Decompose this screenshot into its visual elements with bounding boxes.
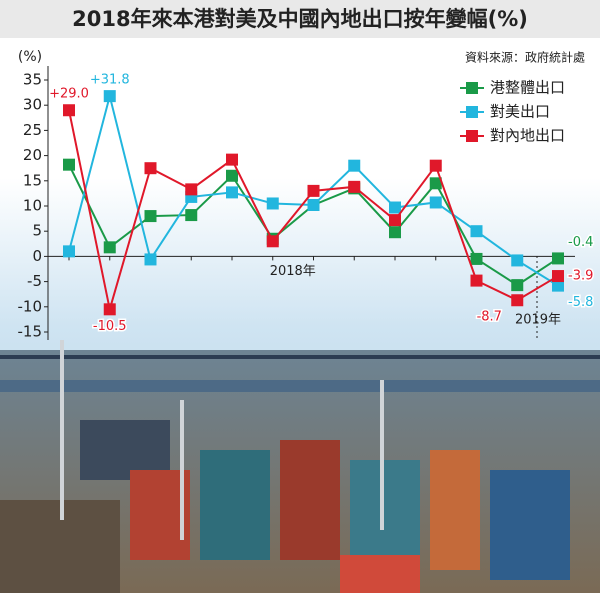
y-tick-label: -10 xyxy=(18,297,43,315)
point-marker xyxy=(144,210,157,223)
point-marker xyxy=(348,180,361,193)
point-marker xyxy=(226,169,238,182)
y-tick-label: -15 xyxy=(18,323,43,341)
legend-label: 港整體出口 xyxy=(490,79,565,97)
port-photo xyxy=(0,340,600,593)
data-label: +29.0 xyxy=(49,87,89,102)
point-marker xyxy=(63,245,75,258)
point-marker xyxy=(103,303,116,316)
y-tick-label: 35 xyxy=(23,71,42,89)
legend-label: 對美出口 xyxy=(490,103,550,121)
point-marker xyxy=(552,270,564,283)
point-marker xyxy=(470,274,483,287)
point-marker xyxy=(470,225,483,238)
point-marker xyxy=(511,294,524,307)
data-label: -3.9 xyxy=(568,269,593,284)
point-marker xyxy=(389,214,401,227)
data-label: -5.8 xyxy=(568,295,593,310)
chart-title: 2018年來本港對美及中國內地出口按年變幅(%) xyxy=(72,7,528,31)
point-marker xyxy=(470,252,483,265)
y-tick-label: 10 xyxy=(23,197,42,215)
data-label: -8.7 xyxy=(477,310,502,325)
chart-panel xyxy=(0,38,600,138)
point-marker xyxy=(144,253,157,266)
data-label: -0.4 xyxy=(568,235,593,250)
y-tick-label: 0 xyxy=(32,247,42,265)
point-marker xyxy=(144,162,157,175)
data-label: -10.5 xyxy=(93,319,127,334)
data-label: +31.8 xyxy=(90,73,130,88)
y-tick-label: 15 xyxy=(23,171,42,189)
y-tick-label: 20 xyxy=(23,146,42,164)
point-marker xyxy=(552,279,564,292)
point-marker xyxy=(511,254,524,267)
point-marker xyxy=(429,159,442,172)
point-marker xyxy=(185,209,198,222)
y-axis-label: (%) xyxy=(18,49,42,65)
point-marker xyxy=(307,198,320,211)
point-marker xyxy=(307,184,320,197)
point-marker xyxy=(266,235,279,248)
x-tick-label: 2019年 xyxy=(515,313,561,328)
point-marker xyxy=(63,158,75,171)
y-tick-label: 5 xyxy=(32,222,42,240)
point-marker xyxy=(185,183,198,196)
title-bar xyxy=(0,0,600,38)
point-marker xyxy=(63,104,75,117)
legend-label: 對內地出口 xyxy=(490,127,565,145)
y-tick-label: 30 xyxy=(23,96,42,114)
point-marker xyxy=(511,279,524,292)
point-marker xyxy=(389,226,401,239)
point-marker xyxy=(226,153,238,166)
x-tick-label: 2018年 xyxy=(270,264,316,279)
point-marker xyxy=(103,241,116,254)
y-tick-label: 25 xyxy=(23,121,42,139)
source-note: 資料來源：政府統計處 xyxy=(465,50,585,65)
point-marker xyxy=(552,252,564,265)
point-marker xyxy=(429,177,442,190)
point-marker xyxy=(103,90,116,103)
point-marker xyxy=(389,201,401,214)
point-marker xyxy=(429,196,442,209)
point-marker xyxy=(266,197,279,210)
y-tick-label: -5 xyxy=(27,272,42,290)
point-marker xyxy=(226,186,238,199)
point-marker xyxy=(348,159,361,172)
